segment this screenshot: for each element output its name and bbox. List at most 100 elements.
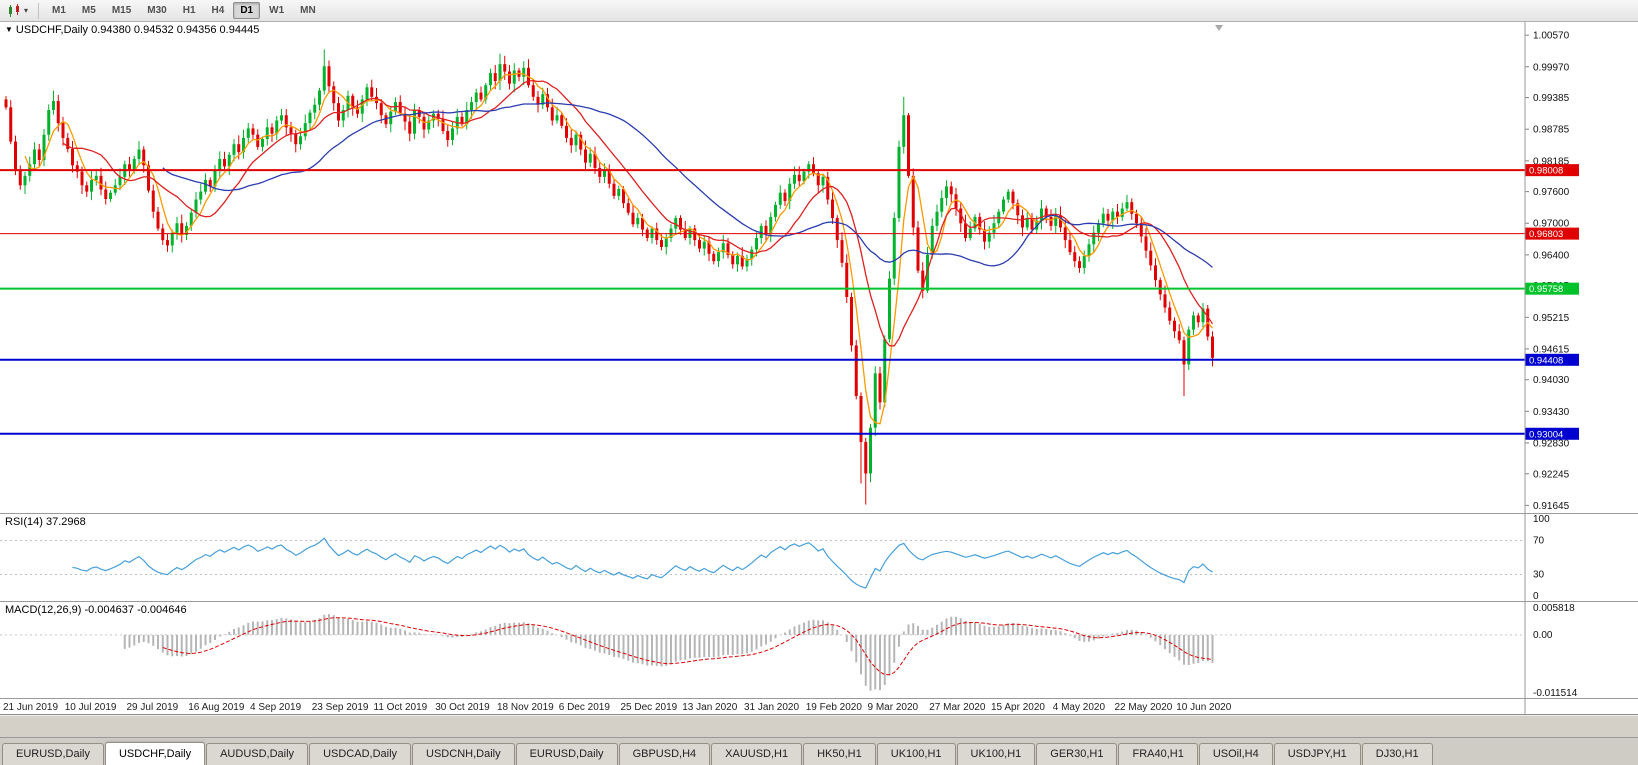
svg-text:27 Mar 2020: 27 Mar 2020 bbox=[929, 702, 986, 713]
chart-tab-dj30-h1-15[interactable]: DJ30,H1 bbox=[1361, 743, 1433, 765]
svg-text:19 Feb 2020: 19 Feb 2020 bbox=[806, 702, 863, 713]
svg-text:4 Sep 2019: 4 Sep 2019 bbox=[250, 702, 302, 713]
timeframe-button-mn[interactable]: MN bbox=[300, 5, 316, 16]
timeframe-button-h4[interactable]: H4 bbox=[211, 5, 225, 16]
timeframe-button-m30[interactable]: M30 bbox=[147, 5, 167, 16]
svg-text:30: 30 bbox=[1533, 570, 1545, 581]
chart-tab-uk100-h1-10[interactable]: UK100,H1 bbox=[956, 743, 1036, 765]
svg-text:11 Oct 2019: 11 Oct 2019 bbox=[374, 702, 428, 713]
svg-text:0.94030: 0.94030 bbox=[1533, 375, 1570, 386]
chart-tab-hk50-h1-8[interactable]: HK50,H1 bbox=[803, 743, 876, 765]
candlestick-chart-icon bbox=[9, 3, 19, 17]
svg-text:-0.011514: -0.011514 bbox=[1533, 688, 1578, 698]
macd-label: MACD(12,26,9) -0.004637 -0.004646 bbox=[5, 604, 187, 616]
macd-plot[interactable]: 0.005818 0.00 -0.011514 bbox=[0, 602, 1638, 698]
svg-text:70: 70 bbox=[1533, 536, 1545, 547]
svg-text:0.93430: 0.93430 bbox=[1533, 407, 1570, 418]
svg-text:0.95758: 0.95758 bbox=[1529, 284, 1563, 295]
timeframe-button-group: M1 M5 M15 M30 H1 H4 D1 W1 MN bbox=[44, 2, 324, 19]
timeframe-button-h1[interactable]: H1 bbox=[182, 5, 196, 16]
chart-tab-gbpusd-h4-6[interactable]: GBPUSD,H4 bbox=[618, 743, 711, 765]
svg-text:0.99970: 0.99970 bbox=[1533, 62, 1570, 73]
chart-tab-uk100-h1-9[interactable]: UK100,H1 bbox=[876, 743, 956, 765]
svg-text:31 Jan 2020: 31 Jan 2020 bbox=[744, 702, 799, 713]
timeframe-button-m1[interactable]: M1 bbox=[52, 5, 66, 16]
svg-text:22 May 2020: 22 May 2020 bbox=[1115, 702, 1173, 713]
chart-type-button[interactable]: ▾ bbox=[4, 2, 31, 20]
price-axis[interactable]: 1.00570 0.99970 0.99385 0.98785 0.98185 0.976… bbox=[1525, 31, 1570, 512]
svg-text:29 Jul 2019: 29 Jul 2019 bbox=[127, 702, 179, 713]
svg-text:0.96400: 0.96400 bbox=[1533, 250, 1570, 261]
chart-header-text: USDCHF,Daily 0.94380 0.94532 0.94356 0.9… bbox=[15, 24, 260, 36]
svg-text:6 Dec 2019: 6 Dec 2019 bbox=[559, 702, 611, 713]
svg-text:13 Jan 2020: 13 Jan 2020 bbox=[682, 702, 737, 713]
svg-text:0.98185: 0.98185 bbox=[1533, 156, 1570, 167]
main-chart-plot[interactable]: 1.00570 0.99970 0.99385 0.98785 0.98185 0.976… bbox=[0, 22, 1638, 513]
svg-text:0.00: 0.00 bbox=[1533, 630, 1553, 641]
svg-text:23 Sep 2019: 23 Sep 2019 bbox=[312, 702, 369, 713]
svg-text:0.91645: 0.91645 bbox=[1533, 501, 1570, 512]
chart-tab-eurusd-daily-5[interactable]: EURUSD,Daily bbox=[515, 743, 618, 765]
svg-text:0.98785: 0.98785 bbox=[1533, 125, 1570, 136]
rsi-axis[interactable]: 100 70 30 0 bbox=[1533, 514, 1550, 601]
chevron-down-icon: ▾ bbox=[24, 6, 29, 15]
svg-text:0.92245: 0.92245 bbox=[1533, 469, 1570, 480]
macd-signal-line bbox=[162, 617, 1213, 676]
svg-text:0.94615: 0.94615 bbox=[1533, 344, 1570, 355]
chart-tab-audusd-daily-2[interactable]: AUDUSD,Daily bbox=[206, 743, 309, 765]
svg-text:25 Dec 2019: 25 Dec 2019 bbox=[621, 702, 678, 713]
timeframe-button-w1[interactable]: W1 bbox=[269, 5, 285, 16]
chart-tab-xauusd-h1-7[interactable]: XAUUSD,H1 bbox=[711, 743, 803, 765]
symbol-dropdown-icon[interactable]: ▼ bbox=[5, 25, 13, 34]
svg-text:0.97600: 0.97600 bbox=[1533, 187, 1570, 198]
macd-indicator-pane: MACD(12,26,9) -0.004637 -0.004646 0.0058… bbox=[0, 602, 1638, 699]
chart-tab-bar: EURUSD,Daily USDCHF,Daily AUDUSD,Daily USDC… bbox=[0, 737, 1638, 765]
chart-tab-usdcad-daily-3[interactable]: USDCAD,Daily bbox=[309, 743, 412, 765]
svg-text:30 Oct 2019: 30 Oct 2019 bbox=[435, 702, 490, 713]
timeframe-button-d1[interactable]: D1 bbox=[233, 2, 261, 19]
chart-tab-ger30-h1-11[interactable]: GER30,H1 bbox=[1036, 743, 1118, 765]
svg-text:9 Mar 2020: 9 Mar 2020 bbox=[868, 702, 919, 713]
svg-text:100: 100 bbox=[1533, 514, 1550, 525]
rsi-line bbox=[72, 537, 1213, 589]
main-chart-pane: ▼ USDCHF,Daily 0.94380 0.94532 0.94356 0.… bbox=[0, 22, 1638, 514]
svg-text:0.94408: 0.94408 bbox=[1529, 355, 1563, 366]
date-labels: 21 Jun 2019 10 Jul 2019 29 Jul 2019 16 Aug … bbox=[3, 702, 1232, 713]
svg-text:1.00570: 1.00570 bbox=[1533, 31, 1570, 42]
candles-layer bbox=[4, 49, 1214, 505]
svg-text:15 Apr 2020: 15 Apr 2020 bbox=[991, 702, 1045, 713]
toolbar-separator bbox=[38, 2, 40, 19]
chart-tab-usoil-h4-13[interactable]: USOil,H4 bbox=[1198, 743, 1273, 765]
svg-text:21 Jun 2019: 21 Jun 2019 bbox=[3, 702, 58, 713]
macd-histogram bbox=[123, 614, 1214, 691]
chart-tab-eurusd-daily-0[interactable]: EURUSD,Daily bbox=[2, 743, 104, 765]
svg-text:16 Aug 2019: 16 Aug 2019 bbox=[188, 702, 245, 713]
chart-tab-usdjpy-h1-14[interactable]: USDJPY,H1 bbox=[1273, 743, 1361, 765]
chart-header-readout: ▼ USDCHF,Daily 0.94380 0.94532 0.94356 0.… bbox=[5, 24, 259, 36]
toolbar: ▾ M1 M5 M15 M30 H1 H4 D1 W1 MN bbox=[0, 0, 1638, 22]
svg-text:10 Jul 2019: 10 Jul 2019 bbox=[65, 702, 117, 713]
svg-text:0.98008: 0.98008 bbox=[1529, 166, 1563, 177]
chart-scroll-strip bbox=[0, 714, 1638, 737]
svg-text:0.95215: 0.95215 bbox=[1533, 313, 1570, 324]
rsi-plot[interactable]: 100 70 30 0 bbox=[0, 514, 1638, 601]
svg-text:0.96803: 0.96803 bbox=[1529, 229, 1563, 240]
horizontal-level-lines[interactable]: 0.98008 0.96803 0.95758 0.94408 0.93004 bbox=[0, 164, 1579, 440]
chart-tab-usdcnh-daily-4[interactable]: USDCNH,Daily bbox=[412, 743, 515, 765]
macd-axis[interactable]: 0.005818 0.00 -0.011514 bbox=[1533, 603, 1578, 698]
rsi-label: RSI(14) 37.2968 bbox=[5, 516, 86, 528]
svg-text:4 May 2020: 4 May 2020 bbox=[1053, 702, 1106, 713]
timeframe-button-m15[interactable]: M15 bbox=[111, 5, 132, 16]
svg-text:0.005818: 0.005818 bbox=[1533, 603, 1575, 614]
svg-text:18 Nov 2019: 18 Nov 2019 bbox=[497, 702, 554, 713]
chart-window: ▼ USDCHF,Daily 0.94380 0.94532 0.94356 0.… bbox=[0, 22, 1638, 714]
svg-text:0.97000: 0.97000 bbox=[1533, 219, 1570, 230]
chart-shift-marker-icon[interactable] bbox=[1215, 25, 1223, 31]
chart-tab-usdchf-daily-1[interactable]: USDCHF,Daily bbox=[104, 742, 206, 765]
svg-text:0.92830: 0.92830 bbox=[1533, 438, 1570, 449]
timeframe-button-m5[interactable]: M5 bbox=[81, 5, 96, 16]
rsi-indicator-pane: RSI(14) 37.2968 100 70 30 0 bbox=[0, 514, 1638, 602]
svg-text:10 Jun 2020: 10 Jun 2020 bbox=[1176, 702, 1231, 713]
time-axis[interactable]: 21 Jun 2019 10 Jul 2019 29 Jul 2019 16 Aug … bbox=[0, 699, 1638, 714]
chart-tab-fra40-h1-12[interactable]: FRA40,H1 bbox=[1118, 743, 1198, 765]
